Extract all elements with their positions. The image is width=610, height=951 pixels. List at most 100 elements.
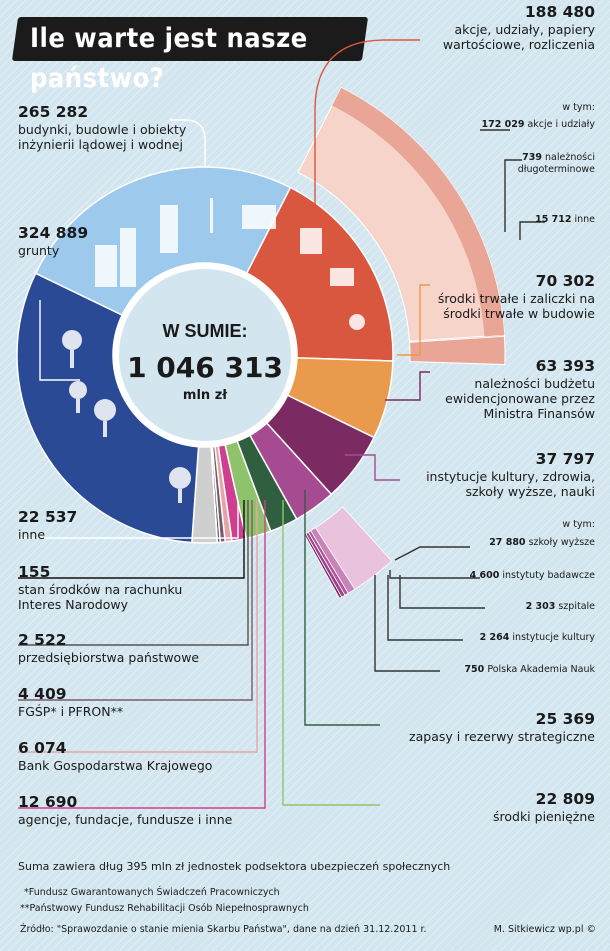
value-budynki: 265 282 <box>18 103 89 121</box>
leader-bgk <box>18 500 258 753</box>
breakdown-a-item: 739 należności długoterminowe <box>517 152 595 175</box>
total-label: W SUMIE: <box>163 321 248 341</box>
tree-trunk-icon <box>76 399 80 413</box>
leader-fan-b-5 <box>374 575 440 672</box>
skyscraper-icon <box>120 228 136 287</box>
label-instytucje: 37 797 instytucje kultury, zdrowia, szko… <box>400 450 595 499</box>
breakdown-a-fan <box>297 87 506 366</box>
value-agencje: 12 690 <box>18 793 78 811</box>
wind-turbine-icon <box>210 198 213 233</box>
tree-icon <box>94 399 116 421</box>
breakdown-b-item: 2 303 szpitale <box>525 601 595 612</box>
documents-icon <box>300 228 322 254</box>
text-fgsp: FGŚP* i PFRON** <box>18 704 124 719</box>
text-inne: inne <box>18 527 46 542</box>
leader-instytucje <box>345 454 400 481</box>
label-bgk: 6 074 Bank Gospodarstwa Krajowego <box>18 739 278 773</box>
label-interes: 155 stan środków na rachunku Interes Nar… <box>18 563 218 612</box>
building-icon <box>95 245 117 287</box>
breakdown-b-item: 4 600 instytuty badawcze <box>469 570 595 581</box>
text-interes: stan środków na rachunku Interes Narodow… <box>18 582 183 612</box>
text-przeds: przedsiębiorstwa państwowe <box>18 650 200 665</box>
value-naleznosci: 63 393 <box>535 357 595 375</box>
leader-srodki-trwale <box>397 284 430 356</box>
text-zapasy: zapasy i rezerwy strategiczne <box>409 729 595 744</box>
leader-fan-b-4 <box>387 575 463 641</box>
total-value: 1 046 313 <box>127 351 283 384</box>
label-grunty: 324 889 grunty <box>18 224 118 258</box>
text-instytucje: instytucje kultury, zdrowia, szkoły wyżs… <box>426 469 595 499</box>
value-inne: 22 537 <box>18 508 78 526</box>
decor-icons <box>62 198 365 503</box>
leader-lines <box>18 39 545 809</box>
value-fgsp: 4 409 <box>18 685 67 703</box>
tree-icon <box>169 467 191 489</box>
label-fgsp: 4 409 FGŚP* i PFRON** <box>18 685 248 719</box>
tree-trunk-icon <box>70 350 74 368</box>
value-grunty: 324 889 <box>18 224 89 242</box>
footnote-1: *Fundusz Gwarantowanych Świadczeń Pracow… <box>24 887 280 898</box>
note: Suma zawiera dług 395 mln zł jednostek p… <box>18 860 451 873</box>
leader-naleznosci <box>385 371 430 401</box>
tree-trunk-icon <box>178 489 182 503</box>
leader-przeds <box>18 500 249 646</box>
label-akcje: 188 480 akcje, udziały, papiery wartości… <box>390 3 595 52</box>
leader-fan-b-3 <box>399 575 485 609</box>
bridge-icon <box>242 205 276 229</box>
breakdown-b-intro: w tym: <box>562 519 595 530</box>
label-przeds: 2 522 przedsiębiorstwa państwowe <box>18 631 248 665</box>
value-przeds: 2 522 <box>18 631 67 649</box>
fan-a-inne <box>409 335 506 366</box>
breakdown-a-item: 15 712 inne <box>535 214 595 225</box>
leader-grunty <box>39 300 80 381</box>
leader-akcje <box>314 39 420 240</box>
leader-fan-b-1 <box>394 546 470 561</box>
leader-pieniezne <box>282 500 380 806</box>
leader-budynki <box>170 119 206 168</box>
breakdown-b-item: 27 880 szkoły wyższe <box>489 537 595 548</box>
leader-zapasy <box>304 490 380 726</box>
wallet-icon <box>330 268 354 286</box>
value-pieniezne: 22 809 <box>535 790 595 808</box>
label-naleznosci: 63 393 należności budżetu ewidencjonowan… <box>430 357 595 421</box>
tree-trunk-icon <box>103 421 107 437</box>
footnote-2: **Państwowy Fundusz Rehabilitacji Osób N… <box>20 903 309 914</box>
fan-a-outer-band <box>332 87 505 337</box>
leader-interes <box>18 500 245 579</box>
label-pieniezne: 22 809 środki pieniężne <box>380 790 595 824</box>
center-disc <box>113 263 297 447</box>
leader-agencje <box>18 500 266 809</box>
text-budynki: budynki, budowle i obiekty inżynierii lą… <box>18 122 187 152</box>
value-zapasy: 25 369 <box>535 710 595 728</box>
breakdown-b-fan <box>303 506 393 599</box>
leader-fan-b-2 <box>389 570 480 579</box>
text-srodki-trwale: środki trwałe i zaliczki na środki trwał… <box>437 291 595 321</box>
breakdown-a-intro: w tym: <box>562 102 595 113</box>
tree-icon <box>62 330 82 350</box>
label-budynki: 265 282 budynki, budowle i obiekty inżyn… <box>18 103 193 152</box>
text-bgk: Bank Gospodarstwa Krajowego <box>18 758 213 773</box>
value-bgk: 6 074 <box>18 739 67 757</box>
label-agencje: 12 690 agencje, fundacje, fundusze i inn… <box>18 793 278 827</box>
source: Źródło: "Sprawozdanie o stanie mienia Sk… <box>20 924 427 935</box>
text-grunty: grunty <box>18 243 60 258</box>
text-agencje: agencje, fundacje, fundusze i inne <box>18 812 233 827</box>
leader-fan-a-2 <box>504 159 522 232</box>
label-srodki-trwale: 70 302 środki trwałe i zaliczki na środk… <box>430 272 595 321</box>
text-pieniezne: środki pieniężne <box>492 809 595 824</box>
breakdown-b-item: 2 264 instytucje kultury <box>479 632 595 643</box>
breakdown-a-item: 172 029 akcje i udziały <box>481 119 595 130</box>
leader-fgsp <box>18 500 253 701</box>
tree-icon <box>69 381 87 399</box>
text-akcje: akcje, udziały, papiery wartościowe, roz… <box>442 22 595 52</box>
author: M. Sitkiewicz wp.pl © <box>493 924 596 935</box>
leader-fan-a-3 <box>519 221 545 240</box>
label-zapasy: 25 369 zapasy i rezerwy strategiczne <box>380 710 595 744</box>
value-akcje: 188 480 <box>524 3 595 21</box>
value-interes: 155 <box>18 563 51 581</box>
text-naleznosci: należności budżetu ewidencjonowane przez… <box>445 376 595 421</box>
breakdown-b-item: 750 Polska Akademia Nauk <box>464 664 595 675</box>
tower-icon <box>160 205 178 253</box>
value-instytucje: 37 797 <box>535 450 595 468</box>
